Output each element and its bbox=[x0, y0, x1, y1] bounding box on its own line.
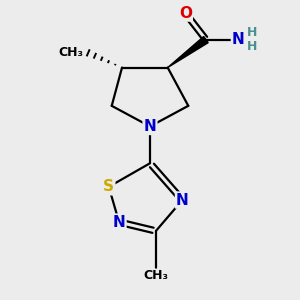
Text: N: N bbox=[144, 119, 156, 134]
Text: CH₃: CH₃ bbox=[143, 269, 168, 282]
Text: CH₃: CH₃ bbox=[59, 46, 84, 59]
Polygon shape bbox=[168, 37, 208, 68]
Text: H: H bbox=[246, 40, 257, 53]
Text: O: O bbox=[179, 6, 192, 21]
Text: H: H bbox=[246, 26, 257, 39]
Text: S: S bbox=[103, 179, 114, 194]
Text: N: N bbox=[176, 193, 189, 208]
Text: N: N bbox=[232, 32, 245, 47]
Text: N: N bbox=[113, 214, 125, 230]
